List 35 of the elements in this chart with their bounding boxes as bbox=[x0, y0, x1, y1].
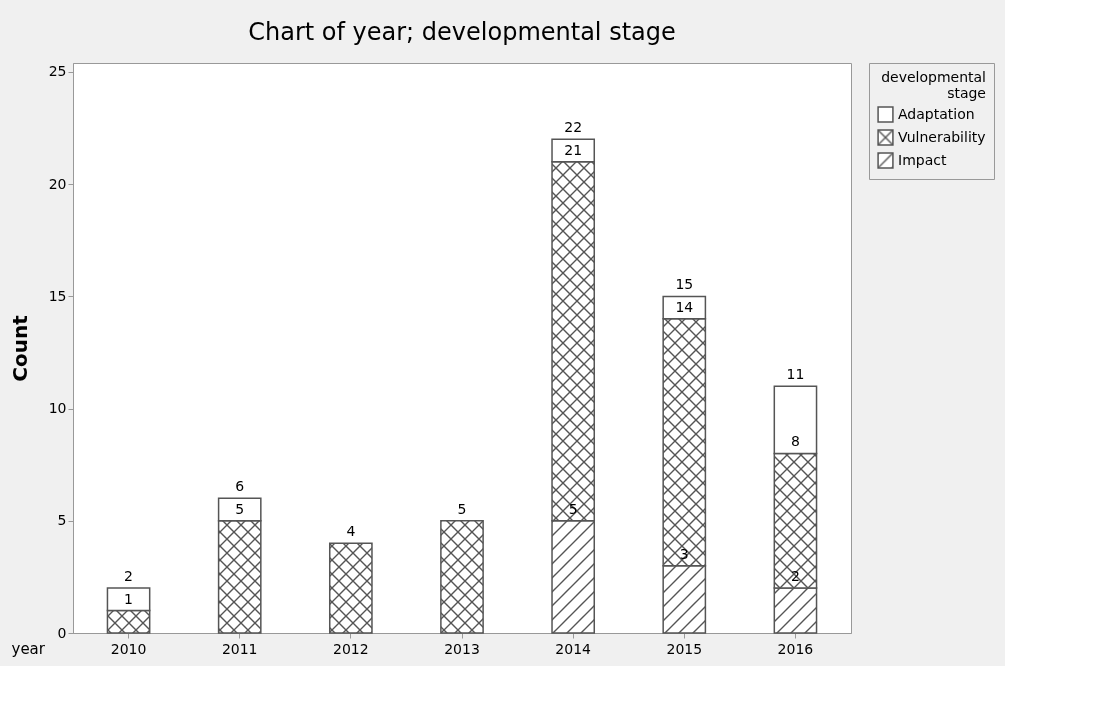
annotation: 1 bbox=[124, 590, 134, 607]
legend-title: developmental stage bbox=[881, 69, 986, 101]
annotation: 11 bbox=[786, 366, 805, 383]
x-axis-title: year bbox=[11, 639, 46, 658]
annotation: 22 bbox=[564, 119, 583, 136]
chart-title: Chart of year; developmental stage bbox=[248, 17, 676, 46]
y-tick-label: 5 bbox=[57, 512, 67, 529]
legend-label: Vulnerability bbox=[898, 128, 986, 145]
annotation: 5 bbox=[235, 500, 245, 517]
legend-label: Adaptation bbox=[898, 105, 975, 122]
annotation: 14 bbox=[675, 298, 694, 315]
x-tick-label: 2013 bbox=[444, 640, 480, 657]
x-tick-label: 2010 bbox=[110, 640, 147, 657]
x-tick-label: 2015 bbox=[666, 640, 703, 657]
y-axis-title: Count bbox=[7, 314, 32, 382]
x-tick-label: 2011 bbox=[221, 640, 258, 657]
annotation: 2 bbox=[124, 568, 134, 585]
y-tick-label: 10 bbox=[48, 400, 67, 417]
x-tick-label: 2012 bbox=[333, 640, 369, 657]
y-tick-label: 15 bbox=[48, 287, 67, 304]
y-tick-label: 0 bbox=[57, 624, 67, 641]
annotation: 4 bbox=[346, 523, 356, 540]
annotation: 15 bbox=[675, 276, 694, 293]
bar bbox=[328, 542, 373, 634]
annotation: 5 bbox=[457, 500, 467, 517]
annotation: 8 bbox=[790, 433, 800, 450]
y-tick-label: 20 bbox=[48, 175, 67, 192]
annotation: 6 bbox=[235, 478, 245, 495]
x-tick-label: 2014 bbox=[555, 640, 592, 657]
legend-label: Impact bbox=[898, 151, 947, 168]
bar bbox=[440, 520, 484, 634]
y-tick-label: 25 bbox=[48, 63, 67, 80]
x-tick-label: 2016 bbox=[777, 640, 814, 657]
annotation: 3 bbox=[679, 545, 689, 562]
annotation: 21 bbox=[564, 141, 583, 158]
